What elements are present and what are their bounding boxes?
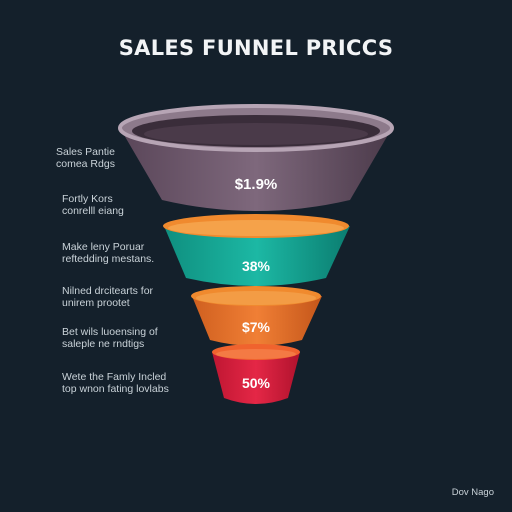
funnel-value-3: $7% <box>242 319 271 335</box>
funnel-value-1: $1.9% <box>235 176 278 193</box>
funnel-title: SALES FUNNEL PRICCS <box>118 36 394 60</box>
funnel-segment-1: $1.9% <box>118 104 394 211</box>
funnel-segment-2: 38% <box>163 214 350 286</box>
funnel-value-2: 38% <box>242 258 271 274</box>
footer-credit: Dov Nago <box>451 487 494 498</box>
funnel-segment-4: 50% <box>212 344 300 404</box>
funnel-segment-3: $7% <box>191 286 322 346</box>
funnel-value-4: 50% <box>242 375 271 391</box>
